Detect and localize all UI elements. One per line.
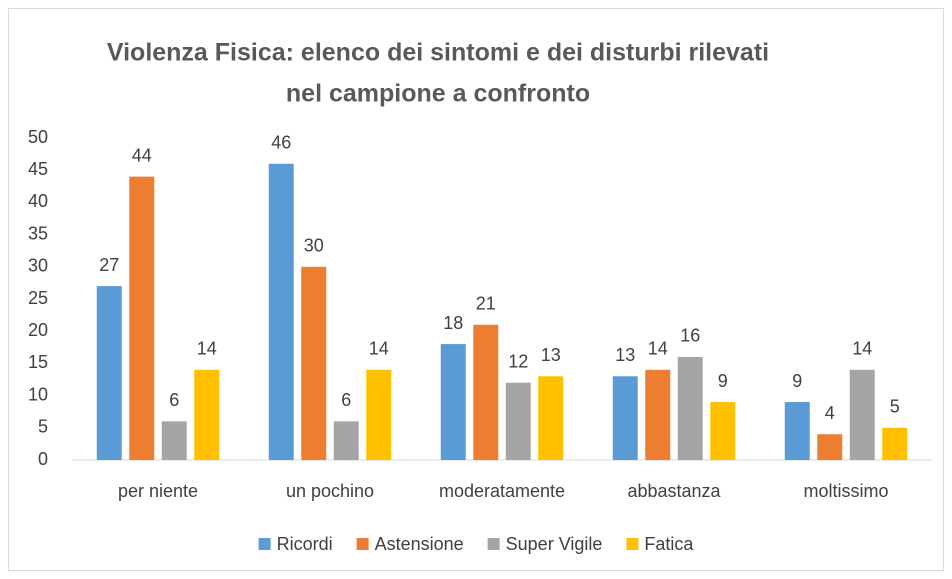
legend-label: Fatica <box>644 534 694 554</box>
x-tick-label: per niente <box>118 481 198 501</box>
data-label: 12 <box>508 351 528 371</box>
data-label: 4 <box>825 403 835 423</box>
y-tick-label: 30 <box>28 256 48 276</box>
data-label: 27 <box>99 255 119 275</box>
bar <box>784 402 810 460</box>
data-label: 16 <box>680 326 700 346</box>
bar <box>612 376 638 460</box>
x-tick-label: moltissimo <box>803 481 888 501</box>
y-tick-label: 35 <box>28 223 48 243</box>
data-label: 44 <box>132 145 152 165</box>
data-label: 46 <box>271 133 291 153</box>
y-tick-label: 20 <box>28 320 48 340</box>
legend-label: Super Vigile <box>506 534 603 554</box>
data-label: 14 <box>369 339 389 359</box>
legend-label: Astensione <box>375 534 464 554</box>
bar <box>129 176 155 460</box>
data-label: 21 <box>476 294 496 314</box>
legend-swatch <box>258 538 271 550</box>
data-label: 5 <box>890 397 900 417</box>
bar <box>710 402 736 460</box>
bar <box>440 344 466 460</box>
data-label: 14 <box>197 339 217 359</box>
data-label: 14 <box>852 339 872 359</box>
bar <box>645 369 671 460</box>
bar <box>849 369 875 460</box>
chart-title: Violenza Fisica: elenco dei sintomi e de… <box>107 39 769 67</box>
data-label: 6 <box>341 390 351 410</box>
y-tick-label: 25 <box>28 288 48 308</box>
y-tick-label: 5 <box>38 417 48 437</box>
data-label: 6 <box>169 390 179 410</box>
data-label: 14 <box>648 339 668 359</box>
bar <box>817 434 843 460</box>
x-tick-label: un pochino <box>286 481 374 501</box>
y-tick-label: 45 <box>28 159 48 179</box>
y-tick-label: 0 <box>38 449 48 469</box>
bar <box>301 266 327 460</box>
data-label: 13 <box>541 345 561 365</box>
legend-swatch <box>487 538 500 550</box>
data-label: 18 <box>443 313 463 333</box>
bar <box>194 369 220 460</box>
data-label: 9 <box>792 371 802 391</box>
bar <box>505 382 531 460</box>
bar <box>333 421 359 460</box>
chart-title: nel campione a confronto <box>286 80 590 108</box>
x-tick-label: abbastanza <box>627 481 721 501</box>
data-label: 30 <box>304 236 324 256</box>
data-label: 9 <box>718 371 728 391</box>
legend-swatch <box>626 538 639 550</box>
data-label: 13 <box>615 345 635 365</box>
bar <box>366 369 392 460</box>
bar <box>538 376 564 460</box>
x-tick-label: moderatamente <box>439 481 565 501</box>
bar <box>677 356 703 460</box>
legend-swatch <box>356 538 369 550</box>
bar <box>96 286 122 460</box>
y-tick-label: 10 <box>28 384 48 404</box>
chart-border <box>8 8 944 571</box>
legend-label: Ricordi <box>277 534 333 554</box>
bar <box>882 427 908 460</box>
y-tick-label: 40 <box>28 191 48 211</box>
bar <box>161 421 187 460</box>
bar <box>473 324 499 460</box>
y-tick-label: 50 <box>28 127 48 147</box>
y-tick-label: 15 <box>28 352 48 372</box>
bar <box>268 163 294 460</box>
